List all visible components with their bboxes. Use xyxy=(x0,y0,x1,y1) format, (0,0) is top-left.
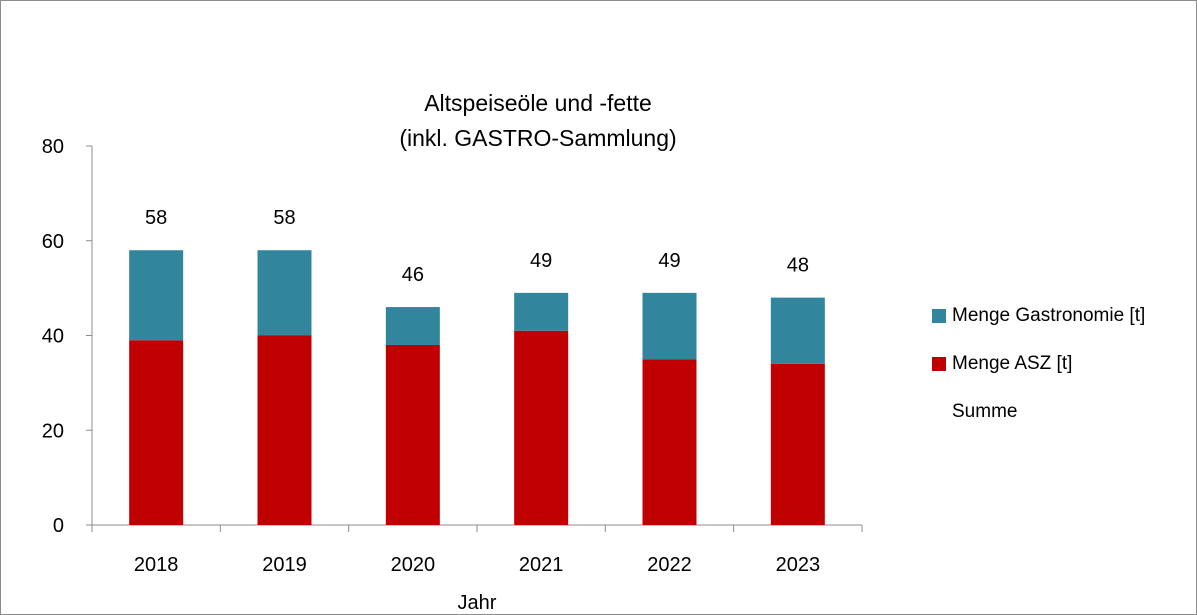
x-tick-label: 2018 xyxy=(134,554,179,576)
bar-segment-asz xyxy=(770,363,825,525)
total-label: 58 xyxy=(145,207,167,229)
bar-segment-gastronomie xyxy=(129,250,184,341)
bar-segment-asz xyxy=(514,330,569,525)
y-tick-label: 60 xyxy=(42,231,64,253)
chart-title-line-1: Altspeiseöle und -fette xyxy=(424,90,652,116)
legend-label-gastronomie: Menge Gastronomie [t] xyxy=(952,305,1146,326)
bar-segment-asz xyxy=(642,359,697,525)
x-tick-label: 2022 xyxy=(647,554,692,576)
legend-swatch-asz xyxy=(932,357,946,371)
x-axis-title: Jahr xyxy=(458,592,497,614)
bar-segment-gastronomie xyxy=(257,250,312,336)
chart-title-line-2: (inkl. GASTRO-Sammlung) xyxy=(399,125,676,151)
total-label: 49 xyxy=(658,250,680,272)
bar-segment-gastronomie xyxy=(514,292,569,331)
total-labels: 58 58 46 49 49 48 xyxy=(145,207,809,286)
legend-label-summe: Summe xyxy=(952,401,1018,422)
bar-segment-asz xyxy=(257,335,312,525)
x-tick-label: 2019 xyxy=(262,554,307,576)
y-tick-label: 0 xyxy=(53,515,64,537)
bar-segment-gastronomie xyxy=(385,307,440,345)
total-label: 49 xyxy=(530,250,552,272)
legend-label-asz: Menge ASZ [t] xyxy=(952,353,1073,374)
x-tick-label: 2023 xyxy=(776,554,821,576)
x-tick-label: 2021 xyxy=(519,554,564,576)
bar-segment-asz xyxy=(129,340,184,525)
y-tick-label: 20 xyxy=(42,420,64,442)
bar-segment-gastronomie xyxy=(642,292,697,360)
total-label: 48 xyxy=(787,255,809,277)
y-tick-label: 40 xyxy=(42,326,64,348)
legend-swatch-gastronomie xyxy=(932,309,946,323)
y-axis-ticks: 0 20 40 60 80 xyxy=(42,136,92,537)
x-tick-label: 2020 xyxy=(391,554,436,576)
x-axis-ticks: 2018 2019 2020 2021 2022 2023 xyxy=(91,525,863,576)
bar-segment-asz xyxy=(385,344,440,525)
total-label: 58 xyxy=(273,207,295,229)
bar-segment-gastronomie xyxy=(770,297,825,364)
total-label: 46 xyxy=(402,264,424,286)
y-tick-label: 80 xyxy=(42,136,64,158)
bars-group xyxy=(129,250,825,525)
